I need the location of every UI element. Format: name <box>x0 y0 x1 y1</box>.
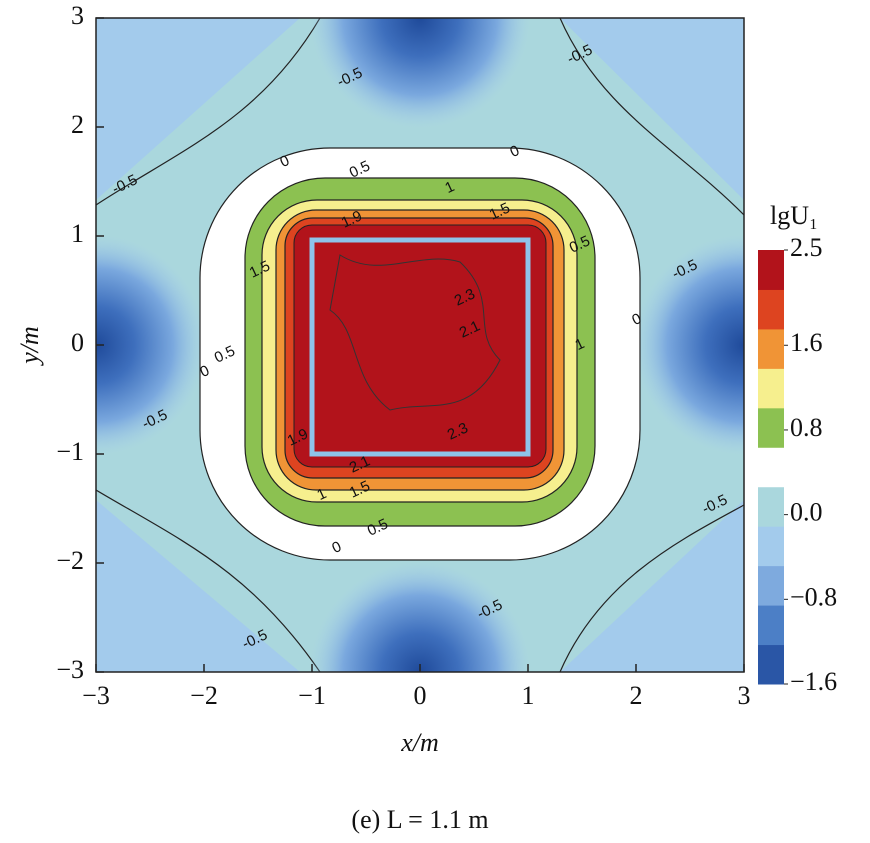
colorbar-band <box>758 605 784 646</box>
x-tick-label: 0 <box>414 681 427 710</box>
x-tick-label: 2 <box>630 681 643 710</box>
y-tick-label: −3 <box>56 655 84 684</box>
y-tick-label: 3 <box>71 1 84 30</box>
x-tick-label: 3 <box>738 681 751 710</box>
colorbar-band <box>758 328 784 369</box>
colorbar-band <box>758 407 784 448</box>
colorbar-band <box>758 447 784 488</box>
x-tick-label: −1 <box>298 681 326 710</box>
colorbar-band <box>758 486 784 527</box>
x-tick-label: −3 <box>82 681 110 710</box>
colorbar-tick-label: −0.8 <box>790 582 837 611</box>
colorbar-tick-label: 0.8 <box>790 413 823 442</box>
y-tick-label: 0 <box>71 328 84 357</box>
colorbar-tick-label: 0.0 <box>790 498 823 527</box>
colorbar-band <box>758 526 784 567</box>
colorbar-band <box>758 289 784 330</box>
y-tick-label: 2 <box>71 110 84 139</box>
caption: (e) L = 1.1 m <box>351 805 488 834</box>
colorbar-band <box>758 644 784 685</box>
colorbar-tick-label: −1.6 <box>790 667 837 696</box>
x-axis-label: x/m <box>400 728 439 757</box>
colorbar-band <box>758 565 784 606</box>
y-axis-label: y/m <box>15 326 44 367</box>
y-tick-label: −1 <box>56 437 84 466</box>
contour-field <box>96 18 744 672</box>
y-tick-label: 1 <box>71 219 84 248</box>
x-tick-label: −2 <box>190 681 218 710</box>
colorbar-tick-label: 1.6 <box>790 328 823 357</box>
x-tick-label: 1 <box>522 681 535 710</box>
colorbar-title: lgU₁ <box>770 201 818 230</box>
colorbar-band <box>758 250 784 290</box>
colorbar-band <box>758 368 784 409</box>
y-tick-label: −2 <box>56 546 84 575</box>
colorbar-tick-label: 2.5 <box>790 233 823 262</box>
